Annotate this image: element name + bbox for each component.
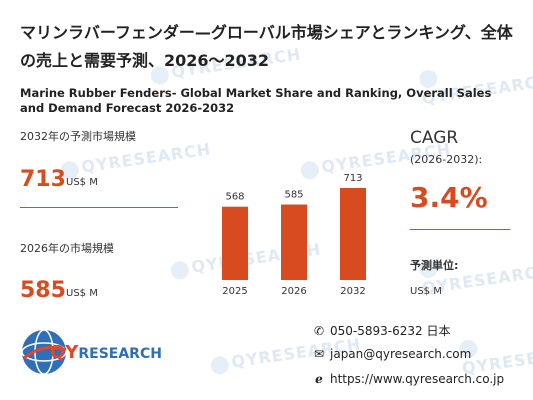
market-2026-value: 585	[20, 278, 66, 303]
data-label-2032: 713	[343, 173, 362, 184]
bar-2025	[222, 206, 248, 280]
email-icon: ✉	[313, 347, 325, 361]
forecast-2032-value: 713	[20, 167, 66, 192]
page-title-jp: マリンラバーフェンダー—グローバル市場シェアとランキング、全体の売上と需要予測、…	[20, 23, 513, 70]
market-2026-label: 2026年の市場規模	[20, 242, 114, 255]
brand-suffix: RESEARCH	[78, 346, 162, 362]
web-icon: ℯ	[315, 372, 323, 386]
bar-chart: 568 2025 585 2026 713 2032	[222, 173, 366, 297]
bar-2032	[340, 188, 366, 280]
divider	[20, 207, 178, 208]
contact-website[interactable]: ℯ https://www.qyresearch.co.jp	[312, 372, 504, 386]
data-label-2025: 568	[225, 192, 244, 203]
contact-phone: ✆ 050-5893-6232 日本	[312, 322, 451, 339]
qyresearch-logo: QYRESEARCH	[20, 328, 162, 376]
watermark-logo: QYRESEARCH	[59, 140, 212, 180]
divider	[410, 229, 510, 230]
tick-label-2032: 2032	[340, 286, 365, 297]
forecast-unit-label: 予測単位:	[410, 259, 459, 272]
forecast-2032-label: 2032年の予測市場規模	[20, 130, 136, 143]
bar-2026	[281, 204, 307, 280]
phone-text: 050-5893-6232 日本	[330, 324, 451, 338]
phone-icon: ✆	[313, 324, 325, 338]
tick-label-2025: 2025	[222, 286, 247, 297]
cagr-title: CAGR	[410, 128, 459, 148]
cagr-value: 3.4%	[410, 181, 488, 214]
website-text[interactable]: https://www.qyresearch.co.jp	[330, 372, 505, 386]
brand-prefix: QY	[50, 342, 79, 363]
forecast-unit-value: US$ M	[410, 286, 442, 297]
contact-email[interactable]: ✉ japan@qyresearch.com	[312, 347, 471, 361]
cagr-years: (2026-2032):	[410, 153, 483, 166]
globe-icon	[21, 329, 67, 375]
tick-label-2026: 2026	[281, 286, 306, 297]
email-text[interactable]: japan@qyresearch.com	[330, 347, 472, 361]
data-label-2026: 585	[284, 190, 303, 201]
market-2026-unit: US$ M	[66, 288, 98, 299]
forecast-2032-unit: US$ M	[66, 177, 98, 188]
page-title-en: Marine Rubber Fenders- Global Market Sha…	[20, 86, 492, 115]
